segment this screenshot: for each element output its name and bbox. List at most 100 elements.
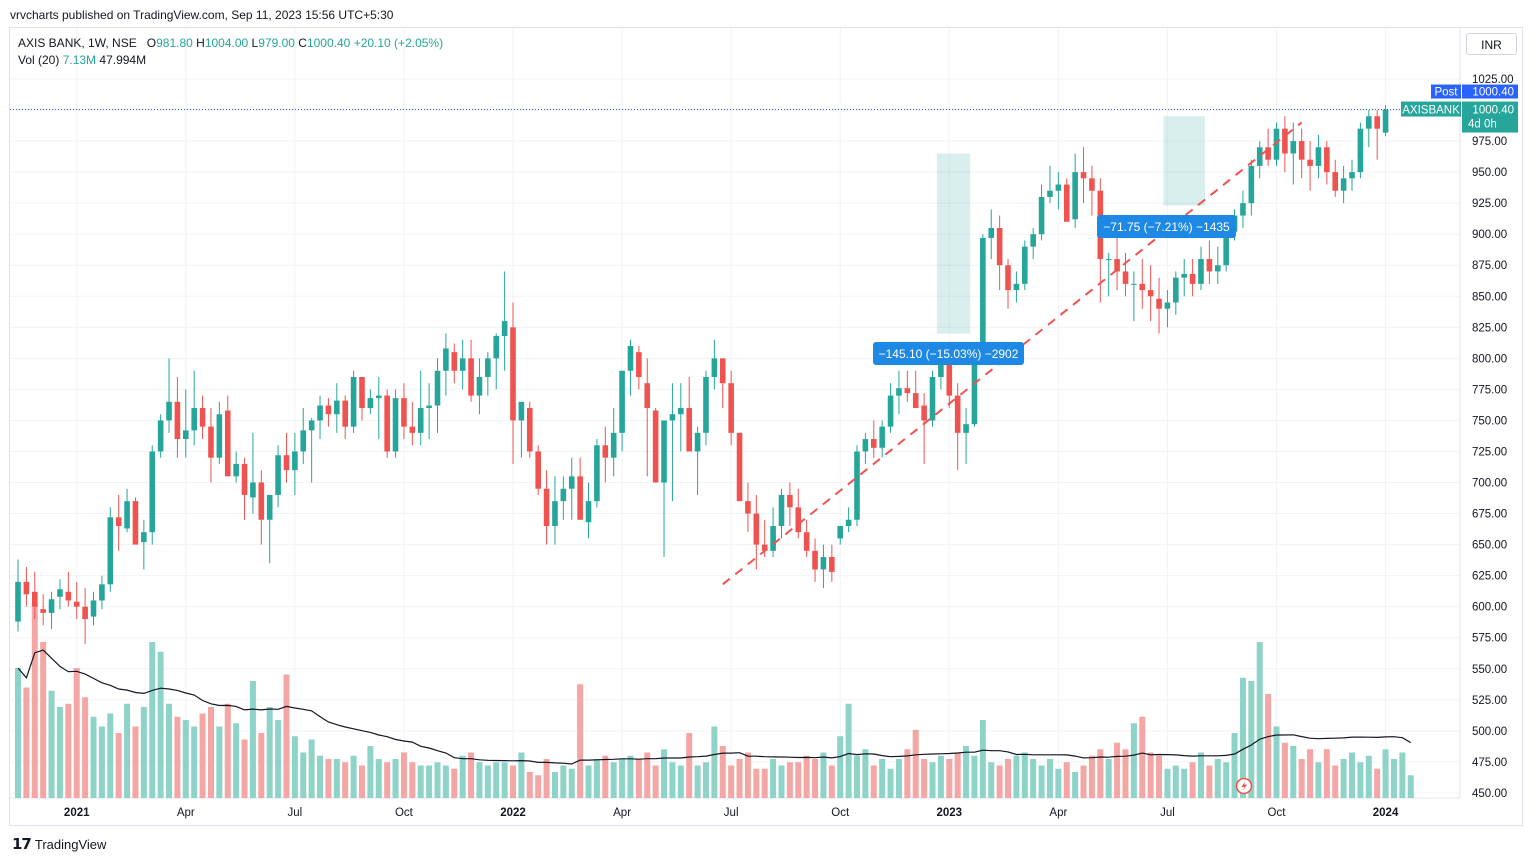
candle-body <box>65 591 72 601</box>
volume-bar <box>15 668 21 798</box>
candle-body <box>308 420 315 431</box>
candle-body <box>594 445 600 502</box>
volume-bar <box>300 752 307 798</box>
price-tick-label: 800.00 <box>1472 353 1507 365</box>
candle-body <box>15 581 21 622</box>
volume-bar <box>895 759 902 798</box>
volume-bar <box>610 762 617 798</box>
candle-body <box>141 532 147 543</box>
volume-bar <box>786 762 793 798</box>
candle-body <box>258 482 265 520</box>
time-tick-label: 2021 <box>64 807 90 819</box>
candle-body <box>552 501 558 526</box>
currency-button[interactable]: INR <box>1466 33 1517 55</box>
volume-bar <box>459 755 466 798</box>
candle-body <box>778 494 785 526</box>
candle-body <box>57 589 63 597</box>
candle-body <box>417 408 424 433</box>
volume-bar <box>107 713 114 798</box>
volume-bar <box>820 752 827 798</box>
candle-body <box>1357 128 1364 173</box>
candle-body <box>266 494 273 520</box>
volume-bar <box>1390 759 1397 798</box>
symbol-tag-bg <box>1401 101 1461 117</box>
candle-body <box>963 424 969 433</box>
volume-bar <box>1164 768 1171 798</box>
candle-body <box>476 376 483 396</box>
volume-bar <box>426 765 433 798</box>
volume-bar <box>828 765 835 798</box>
candle-body <box>1181 273 1188 278</box>
candle-body <box>1324 147 1330 173</box>
candle-body <box>510 327 516 421</box>
volume-bar <box>1357 762 1364 798</box>
volume-bar <box>753 768 760 798</box>
candle-body <box>325 405 332 415</box>
volume-bar <box>937 755 944 798</box>
candle-body <box>73 601 80 607</box>
candle-body <box>761 544 768 551</box>
volume-bar <box>761 768 768 798</box>
time-tick-label: Oct <box>831 807 850 819</box>
volume-bar <box>543 759 550 798</box>
candle-body <box>275 455 281 495</box>
tradingview-logo-icon[interactable]: 𝟭𝟳 <box>12 836 32 853</box>
candle-body <box>1315 147 1322 166</box>
volume-bar <box>1030 759 1037 798</box>
candle-body <box>99 584 105 601</box>
legend-symbol[interactable]: AXIS BANK, 1W, NSE <box>18 36 137 50</box>
legend-vol-ma: 47.994M <box>99 53 147 67</box>
volume-bar <box>1181 768 1188 798</box>
candles <box>15 105 1389 644</box>
volume-bar <box>149 642 156 798</box>
candle-body <box>1290 141 1297 154</box>
candle-body <box>1105 259 1112 261</box>
candle-body <box>174 401 181 440</box>
time-tick-label: Jul <box>1160 807 1175 819</box>
volume-bar <box>1197 752 1204 798</box>
volume-bar <box>1248 681 1255 798</box>
candle-body <box>292 451 298 471</box>
time-tick-label: Apr <box>177 807 195 819</box>
candle-body <box>90 600 97 617</box>
volume-bar <box>619 759 626 798</box>
volume-bar <box>661 749 668 798</box>
candle-body <box>1248 165 1255 204</box>
volume-bar <box>442 765 449 798</box>
candle-body <box>745 501 751 514</box>
footer-brand[interactable]: TradingView <box>34 836 107 852</box>
volume-bar <box>795 762 802 798</box>
candle-body <box>1273 128 1280 160</box>
volume-bar <box>1298 759 1305 798</box>
price-tick-label: 650.00 <box>1472 540 1507 552</box>
candle-body <box>577 476 583 520</box>
legend-low-label: L <box>251 36 259 50</box>
lightning-icon[interactable] <box>1235 777 1253 795</box>
volume-bar <box>249 681 256 798</box>
price-tick-label: 750.00 <box>1472 415 1507 427</box>
candle-body <box>820 557 827 570</box>
candle-body <box>1156 298 1162 309</box>
volume-bar <box>602 755 609 798</box>
candle-body <box>157 420 164 452</box>
candle-body <box>1030 234 1036 247</box>
candle-body <box>1114 259 1120 272</box>
volume-bar <box>40 642 47 798</box>
volume-bar <box>308 739 315 798</box>
volume-bar <box>1223 762 1230 798</box>
candle-body <box>493 336 500 359</box>
candle-body <box>48 599 55 613</box>
volume-bar <box>1080 765 1087 798</box>
last-price-tag-bg <box>1462 101 1518 133</box>
volume-bar <box>199 713 206 798</box>
candle-body <box>1214 265 1221 272</box>
candle-body <box>224 410 231 477</box>
time-tick-label: Apr <box>613 807 631 819</box>
volume-bar <box>1281 742 1288 798</box>
candle-body <box>1349 172 1355 179</box>
volume-bar <box>1273 726 1280 798</box>
legend-vol-label[interactable]: Vol (20) <box>18 53 60 67</box>
volume-bar <box>904 749 911 798</box>
time-tick-label: Jul <box>288 807 303 819</box>
